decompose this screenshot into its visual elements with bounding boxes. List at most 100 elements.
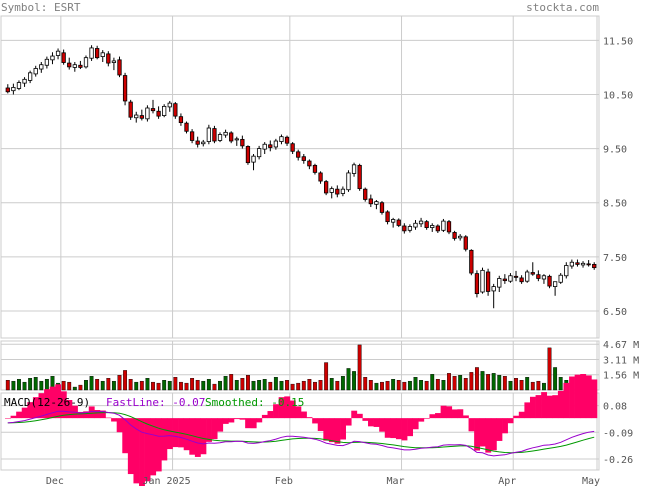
candle-body bbox=[391, 219, 396, 223]
candle-body bbox=[502, 278, 507, 282]
volume-bar bbox=[234, 380, 239, 391]
volume-bar bbox=[452, 376, 457, 391]
candle-body bbox=[307, 160, 312, 167]
candle-body bbox=[223, 131, 228, 136]
volume-bar bbox=[469, 372, 474, 391]
volume-bar bbox=[553, 367, 558, 391]
macd-histogram-bar bbox=[166, 418, 173, 450]
candle-body bbox=[156, 110, 161, 117]
volume-bar bbox=[33, 377, 38, 391]
candle-body bbox=[547, 275, 552, 287]
volume-bar bbox=[184, 382, 189, 391]
macd-histogram-bar bbox=[155, 418, 162, 472]
volume-bar bbox=[352, 371, 356, 391]
volume-bar bbox=[385, 380, 390, 391]
volume-bar bbox=[407, 380, 412, 391]
volume-tick-label: 3.11 M bbox=[603, 356, 639, 367]
candle-body bbox=[122, 75, 128, 102]
macd-histogram-bar bbox=[435, 413, 441, 419]
volume-bar bbox=[480, 371, 485, 391]
candle-body bbox=[39, 64, 44, 70]
candle-body bbox=[430, 225, 435, 228]
candle-body bbox=[413, 222, 418, 228]
volume-bar bbox=[78, 384, 83, 391]
volume-bar bbox=[145, 378, 150, 391]
volume-bar bbox=[201, 380, 206, 391]
price-tick-label: 6.50 bbox=[603, 307, 627, 318]
macd-histogram-bar bbox=[451, 409, 458, 419]
candle-body bbox=[22, 78, 27, 84]
macd-histogram-bar bbox=[60, 391, 67, 419]
volume-bar bbox=[173, 377, 178, 391]
volume-bar bbox=[251, 380, 256, 391]
candle-body bbox=[262, 143, 267, 150]
volume-bar bbox=[424, 380, 429, 391]
candle-body bbox=[16, 82, 22, 89]
candle-body bbox=[564, 265, 569, 277]
macd-histogram-bar bbox=[462, 415, 469, 419]
macd-histogram-bar bbox=[440, 405, 447, 419]
volume-bar bbox=[447, 373, 451, 391]
candle-body bbox=[72, 64, 77, 68]
macd-histogram-bar bbox=[407, 418, 413, 437]
macd-histogram-bar bbox=[317, 418, 324, 431]
candle-body bbox=[396, 219, 401, 226]
macd-histogram-bar bbox=[10, 415, 17, 419]
macd-histogram-bar bbox=[384, 418, 391, 438]
candle-body bbox=[11, 87, 16, 92]
volume-bar bbox=[530, 381, 535, 391]
macd-histogram-bar bbox=[529, 396, 536, 419]
volume-bar bbox=[301, 380, 306, 391]
macd-histogram-bar bbox=[301, 411, 307, 419]
price-tick-label: 7.50 bbox=[603, 253, 627, 264]
volume-bar bbox=[11, 380, 16, 391]
candle-body bbox=[379, 202, 385, 213]
x-tick-label: May bbox=[582, 476, 600, 486]
volume-tick-label: 4.67 M bbox=[603, 340, 639, 351]
candle-body bbox=[111, 60, 117, 63]
macd-histogram-bar bbox=[474, 418, 481, 451]
macd-histogram-bar bbox=[139, 418, 145, 486]
volume-bar bbox=[491, 373, 496, 391]
volume-bar bbox=[380, 381, 384, 391]
volume-bar bbox=[273, 377, 278, 391]
macd-histogram-bar bbox=[228, 418, 235, 423]
macd-histogram-bar bbox=[490, 418, 497, 451]
volume-bar bbox=[111, 380, 116, 391]
candle-body bbox=[240, 138, 245, 147]
candle-body bbox=[162, 105, 167, 116]
macd-histogram-bar bbox=[485, 418, 492, 453]
macd-histogram-bar bbox=[306, 417, 313, 419]
candle-body bbox=[458, 235, 463, 239]
symbol-label: Symbol: ESRT bbox=[1, 1, 81, 14]
macd-fast-line bbox=[7, 410, 595, 457]
volume-bar bbox=[329, 378, 334, 391]
candle-body bbox=[351, 164, 357, 174]
macd-histogram-bar bbox=[206, 418, 212, 442]
candle-body bbox=[67, 62, 72, 68]
candle-body bbox=[508, 275, 513, 282]
candle-body bbox=[558, 274, 563, 283]
x-tick-label: Mar bbox=[386, 476, 404, 486]
site-label: stockta.com bbox=[526, 1, 599, 14]
candle-body bbox=[201, 141, 206, 145]
volume-bar bbox=[285, 380, 289, 391]
candle-body bbox=[586, 263, 591, 266]
candle-body bbox=[474, 273, 480, 295]
macd-histogram-bar bbox=[200, 418, 207, 455]
macd-histogram-bar bbox=[16, 411, 23, 419]
candle-body bbox=[385, 211, 390, 223]
macd-histogram-bar bbox=[161, 418, 168, 461]
volume-bar bbox=[463, 378, 468, 391]
volume-bar bbox=[39, 380, 44, 391]
macd-histogram-bar bbox=[569, 376, 575, 419]
macd-histogram-bar bbox=[44, 389, 50, 419]
volume-bar bbox=[558, 377, 563, 391]
macd-histogram-bar bbox=[261, 414, 268, 419]
volume-bar bbox=[547, 347, 552, 391]
volume-bar bbox=[368, 380, 373, 391]
candle-body bbox=[329, 188, 334, 193]
candle-body bbox=[435, 225, 440, 232]
price-panel: 11.50 10.50 9.50 8.50 7.50 6.50 bbox=[0, 15, 633, 339]
macd-histogram-bar bbox=[591, 379, 598, 419]
